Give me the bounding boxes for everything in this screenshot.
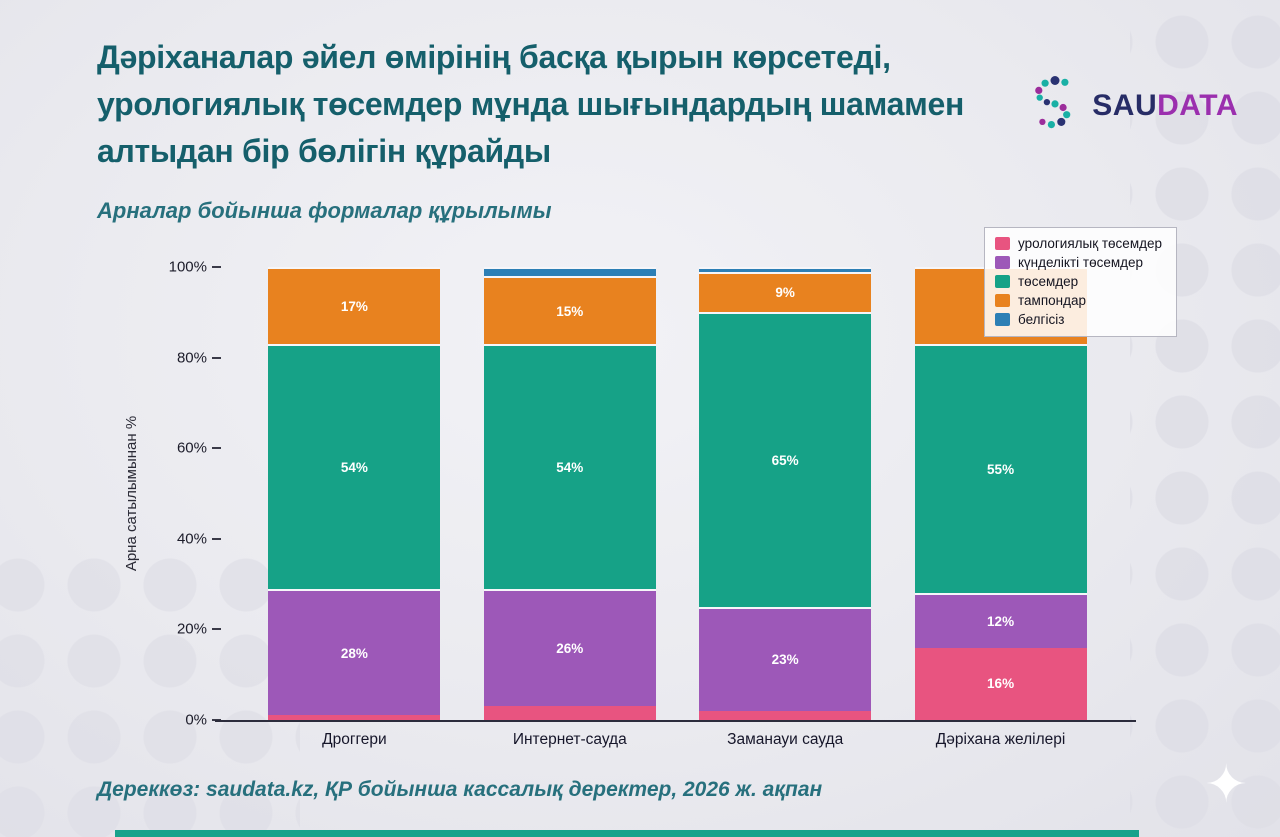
x-axis-labels: Дроггери Интернет-сауда Заманауи сауда Дәрі… xyxy=(225,731,1130,749)
y-tick-label-20%: 20% xyxy=(176,620,207,638)
x-axis-label-Дәріхана желілері: Дәріхана желілері xyxy=(935,731,1066,748)
y-tick-mark xyxy=(212,628,221,631)
segment-value-label: 54% xyxy=(340,459,368,475)
segment-value-label: 23% xyxy=(771,652,799,668)
segment-value-label: 9% xyxy=(775,285,795,301)
legend-label: урологиялық төсемдер xyxy=(1018,236,1162,251)
segment-күнделікті төсемдер: 12% xyxy=(914,593,1087,648)
page-title: Дәріханалар әйел өмірінің басқа қырын кө… xyxy=(97,34,1047,175)
chart-subtitle: Арналар бойынша формалар құрылымы xyxy=(97,198,552,223)
segment-белгісіз xyxy=(483,267,656,277)
segment-тампондар: 15% xyxy=(483,276,656,345)
segment-урологиялық төсемдер xyxy=(699,710,872,720)
segment-value-label: 12% xyxy=(987,613,1015,629)
legend-swatch xyxy=(995,237,1010,250)
y-tick-mark xyxy=(212,356,221,359)
segment-value-label: 65% xyxy=(771,453,799,469)
saudata-logo: SAUDATA xyxy=(1028,74,1238,137)
legend-swatch xyxy=(995,313,1010,326)
segment-күнделікті төсемдер: 26% xyxy=(483,588,656,707)
segment-value-label: 16% xyxy=(987,676,1015,692)
saudata-logo-text: SAUDATA xyxy=(1092,89,1238,123)
y-tick-label-0%: 0% xyxy=(185,711,207,729)
y-axis-title: Арна сатылымынан % xyxy=(123,415,141,572)
x-axis-label-Дроггери: Дроггери xyxy=(322,731,387,748)
segment-value-label: 15% xyxy=(556,303,584,319)
stacked-bar-3: 23% 65% 9% xyxy=(699,267,872,720)
segment-күнделікті төсемдер: 23% xyxy=(699,606,872,711)
saudata-logo-icon xyxy=(1028,74,1082,137)
legend-label: белгісіз xyxy=(1018,312,1065,327)
segment-төсемдер: 54% xyxy=(483,344,656,589)
x-axis-label-Заманауи сауда: Заманауи сауда xyxy=(727,731,844,748)
legend-swatch xyxy=(995,256,1010,269)
legend-item-урологиялық төсемдер: урологиялық төсемдер xyxy=(995,236,1162,251)
y-tick-mark xyxy=(212,447,221,450)
segment-value-label: 55% xyxy=(987,462,1015,478)
y-tick-mark xyxy=(212,537,221,540)
chart-legend: урологиялық төсемдер күнделікті төсемдер т… xyxy=(984,227,1177,337)
segment-урологиялық төсемдер: 16% xyxy=(914,647,1087,720)
x-axis-line xyxy=(215,720,1136,722)
page-title-line-1: Дәріханалар әйел өмірінің басқа қырын кө… xyxy=(97,39,891,75)
sparkle-icon: ✦ xyxy=(1204,756,1248,814)
page-title-line-2: урологиялық төсемдер мұнда шығындардың ш… xyxy=(97,86,964,122)
segment-төсемдер: 55% xyxy=(914,344,1087,594)
x-axis-label-Интернет-сауда: Интернет-сауда xyxy=(512,731,627,748)
logo-text-sau: SAU xyxy=(1092,88,1158,122)
logo-text-data: DATA xyxy=(1157,88,1238,122)
y-tick-label-80%: 80% xyxy=(176,349,207,367)
segment-төсемдер: 65% xyxy=(699,312,872,607)
segment-күнделікті төсемдер: 28% xyxy=(268,588,441,716)
dot-pattern-bottom-left xyxy=(0,537,300,837)
segment-value-label: 28% xyxy=(340,645,368,661)
legend-item-белгісіз: белгісіз xyxy=(995,312,1162,327)
legend-item-күнделікті төсемдер: күнделікті төсемдер xyxy=(995,255,1162,270)
bottom-accent-bar xyxy=(115,830,1139,837)
segment-value-label: 26% xyxy=(556,641,584,657)
plot-area: Арна сатылымынан % 0% 20% 40% 60% 80% 100% 28… xyxy=(124,227,1177,729)
legend-label: күнделікті төсемдер xyxy=(1018,255,1144,270)
legend-swatch xyxy=(995,275,1010,288)
dot-pattern-right xyxy=(1130,0,1280,837)
stacked-bar-1: 28% 54% 17% xyxy=(268,267,441,720)
legend-item-төсемдер: төсемдер xyxy=(995,274,1162,289)
legend-label: төсемдер xyxy=(1018,274,1079,289)
segment-value-label: 54% xyxy=(556,459,584,475)
y-tick-label-40%: 40% xyxy=(176,530,207,548)
stacked-bar-2: 26% 54% 15% xyxy=(483,267,656,720)
segment-урологиялық төсемдер xyxy=(483,706,656,720)
segment-value-label: 17% xyxy=(340,299,368,315)
source-note: Дереккөз: saudata.kz, ҚР бойынша кассалы… xyxy=(97,778,823,801)
segment-тампондар: 17% xyxy=(268,267,441,345)
segment-тампондар: 9% xyxy=(699,271,872,313)
segment-урологиялық төсемдер xyxy=(268,715,441,720)
legend-item-тампондар: тампондар xyxy=(995,293,1162,308)
legend-label: тампондар xyxy=(1018,293,1086,308)
legend-swatch xyxy=(995,294,1010,307)
segment-белгісіз xyxy=(699,267,872,272)
segment-төсемдер: 54% xyxy=(268,344,441,589)
page-title-line-3: алтыдан бір бөлігін құрайды xyxy=(97,133,551,169)
y-tick-label-60%: 60% xyxy=(176,439,207,457)
y-tick-label-100%: 100% xyxy=(168,258,207,276)
y-tick-mark xyxy=(212,266,221,268)
